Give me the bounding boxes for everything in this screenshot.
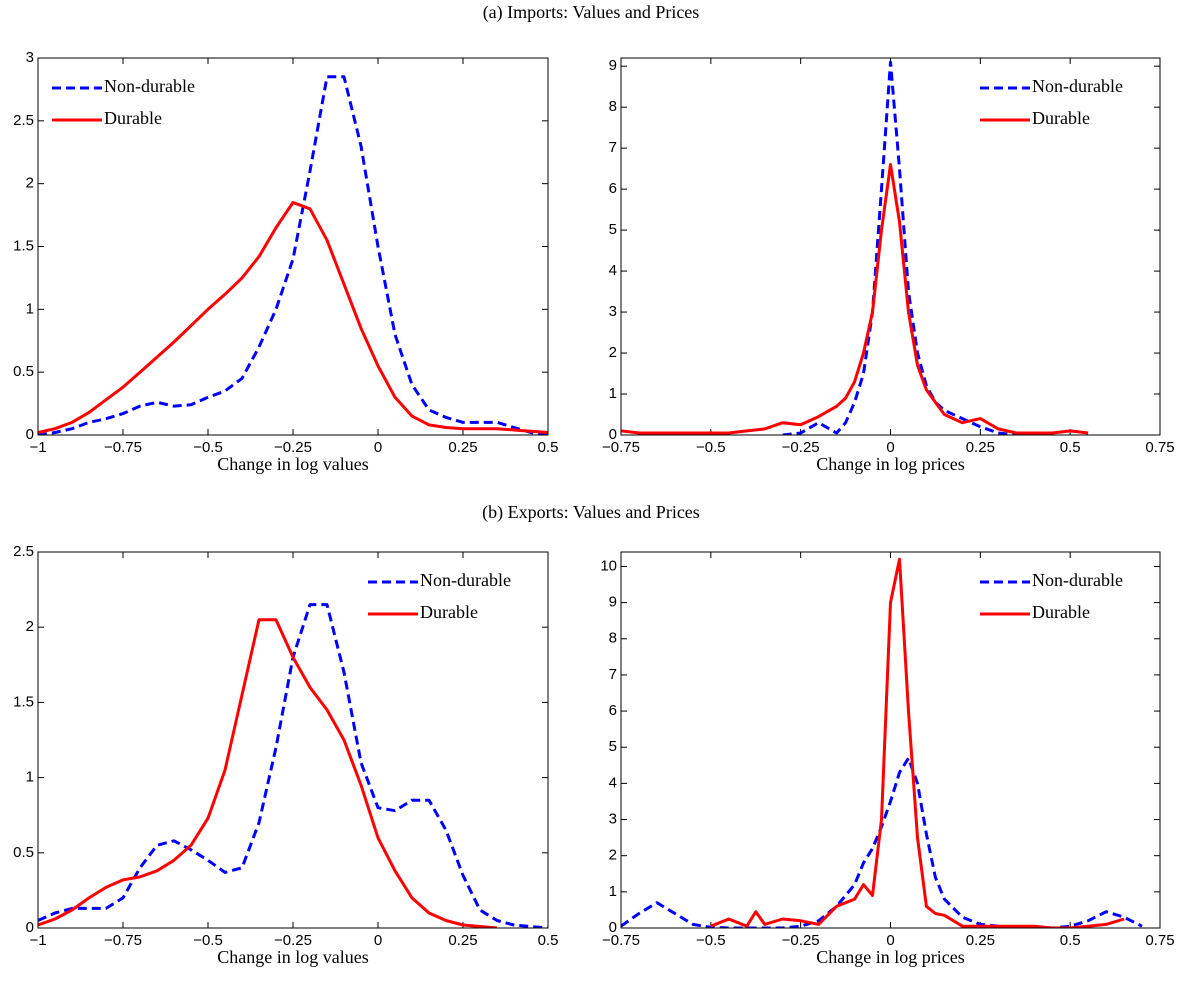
x-tick-label: −0.5 — [696, 932, 726, 949]
x-tick-label: −0.5 — [193, 932, 223, 949]
series-line — [38, 618, 498, 928]
y-tick-label: 2 — [26, 618, 34, 635]
x-tick-label: 0.5 — [1060, 439, 1081, 456]
legend-label: Durable — [420, 602, 478, 622]
y-tick-label: 4 — [609, 262, 617, 279]
y-tick-label: 9 — [609, 57, 617, 74]
y-tick-label: 2 — [26, 175, 34, 192]
x-tick-label: −0.5 — [696, 439, 726, 456]
y-tick-label: 0.5 — [13, 844, 34, 861]
series-line — [621, 163, 1089, 435]
y-tick-label: 3 — [26, 49, 34, 66]
x-axis-label: Change in log values — [217, 947, 368, 967]
y-tick-label: 9 — [609, 594, 617, 611]
x-tick-label: −0.75 — [602, 932, 640, 949]
y-tick-label: 1.5 — [13, 237, 34, 254]
axes-frame — [620, 57, 1161, 436]
y-tick-label: 1 — [609, 385, 617, 402]
section-heading: (a) Imports: Values and Prices — [483, 2, 700, 23]
legend-label: Durable — [1032, 108, 1090, 128]
y-tick-label: 0 — [609, 919, 617, 936]
legend-label: Non-durable — [1032, 76, 1123, 96]
axes-frame — [37, 57, 549, 436]
legend-label: Durable — [1032, 602, 1090, 622]
x-tick-label: 0.25 — [966, 439, 995, 456]
x-tick-label: −0.75 — [602, 439, 640, 456]
x-tick-label: 0.25 — [448, 932, 477, 949]
y-tick-label: 0 — [26, 426, 34, 443]
x-tick-label: 0.5 — [1060, 932, 1081, 949]
y-tick-label: 2.5 — [13, 112, 34, 129]
series-line — [38, 75, 548, 435]
y-tick-label: 2 — [609, 847, 617, 864]
y-tick-label: 1 — [26, 769, 34, 786]
x-tick-label: −0.25 — [782, 932, 820, 949]
axes: −0.75 −0.5 −0.25 0 0.25 0.5 0.75 0 1 2 3 4 5 6 7 8 9 10 Ch… — [600, 551, 1175, 967]
x-tick-label: −0.25 — [782, 439, 820, 456]
x-tick-label: 0 — [886, 439, 894, 456]
y-tick-label: 0 — [609, 426, 617, 443]
y-tick-label: 1 — [26, 300, 34, 317]
legend-label: Non-durable — [1032, 570, 1123, 590]
y-tick-label: 1.5 — [13, 693, 34, 710]
plot-area — [38, 58, 548, 435]
x-tick-label: 0 — [374, 439, 382, 456]
x-tick-label: −0.75 — [104, 439, 142, 456]
plot-area — [621, 58, 1160, 435]
legend-label: Non-durable — [104, 76, 195, 96]
x-tick-label: −1 — [29, 932, 46, 949]
axes: −1 −0.75 −0.5 −0.25 0 0.25 0.5 0 0.5 1 1.5 2 2.5 Chan… — [13, 543, 558, 967]
axes: −1 −0.75 −0.5 −0.25 0 0.25 0.5 0 0.5 1 1.5 2 2.5 3 Cha… — [13, 49, 558, 474]
axes-frame — [620, 551, 1161, 929]
legend-label: Non-durable — [420, 570, 511, 590]
section-heading: (b) Exports: Values and Prices — [482, 502, 700, 523]
axes-frame — [37, 551, 549, 929]
y-tick-label: 4 — [609, 774, 617, 791]
y-tick-label: 10 — [600, 557, 617, 574]
x-tick-label: 0 — [886, 932, 894, 949]
y-tick-label: 6 — [609, 180, 617, 197]
x-tick-label: 0.25 — [448, 439, 477, 456]
y-tick-label: 2.5 — [13, 543, 34, 560]
series-line — [38, 201, 548, 434]
axes: −0.75 −0.5 −0.25 0 0.25 0.5 0.75 0 1 2 3 4 5 6 7 8 9 Chan… — [602, 57, 1175, 474]
x-axis-label: Change in log prices — [816, 947, 964, 967]
x-tick-label: 0.5 — [538, 932, 559, 949]
plot-area — [38, 552, 548, 928]
y-tick-label: 1 — [609, 883, 617, 900]
x-tick-label: 0.75 — [1145, 439, 1174, 456]
y-tick-label: 0 — [26, 919, 34, 936]
series-line — [710, 557, 1125, 928]
x-tick-label: −0.75 — [104, 932, 142, 949]
x-tick-label: −1 — [29, 439, 46, 456]
x-axis-label: Change in log values — [217, 454, 368, 474]
y-tick-label: 3 — [609, 811, 617, 828]
x-tick-label: 0.25 — [966, 932, 995, 949]
y-tick-label: 0.5 — [13, 363, 34, 380]
y-tick-label: 7 — [609, 139, 617, 156]
x-axis-label: Change in log prices — [816, 454, 964, 474]
x-tick-label: −0.25 — [274, 439, 312, 456]
x-tick-label: 0 — [374, 932, 382, 949]
x-tick-label: 0.75 — [1145, 932, 1174, 949]
y-tick-label: 8 — [609, 630, 617, 647]
y-tick-label: 5 — [609, 221, 617, 238]
y-tick-label: 8 — [609, 98, 617, 115]
y-tick-label: 2 — [609, 344, 617, 361]
y-tick-label: 7 — [609, 666, 617, 683]
y-tick-label: 3 — [609, 303, 617, 320]
x-tick-label: −0.5 — [193, 439, 223, 456]
y-tick-label: 6 — [609, 702, 617, 719]
series-line — [782, 60, 1017, 435]
x-tick-label: 0.5 — [538, 439, 559, 456]
y-tick-label: 5 — [609, 738, 617, 755]
legend-label: Durable — [104, 108, 162, 128]
x-tick-label: −0.25 — [274, 932, 312, 949]
